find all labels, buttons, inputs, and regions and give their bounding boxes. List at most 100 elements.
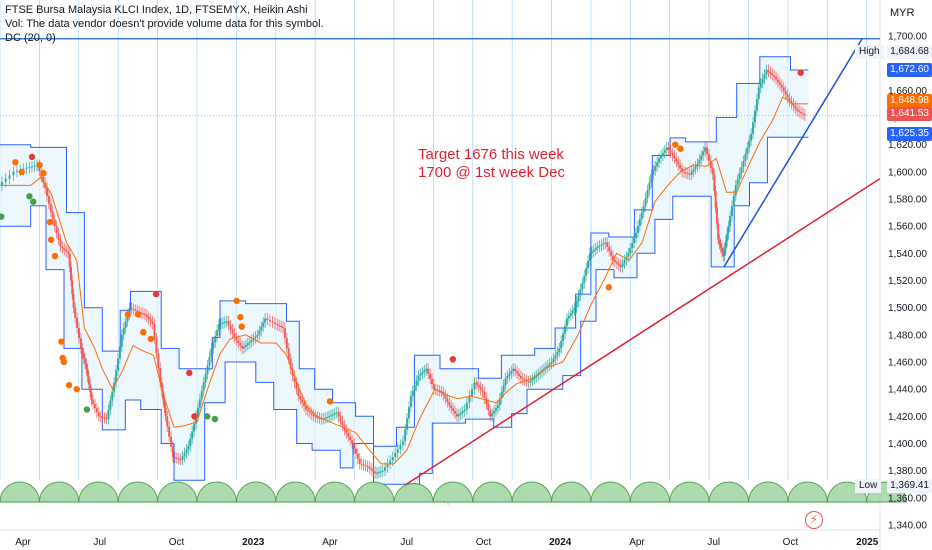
candle-body <box>163 399 166 408</box>
y-tick-label: 1,380.00 <box>888 466 927 477</box>
candle-body <box>613 260 616 262</box>
candle-body <box>155 338 158 354</box>
candle-body <box>709 160 712 168</box>
candle-body <box>721 247 724 252</box>
candle-body <box>767 69 770 72</box>
cycle-arc <box>196 481 237 503</box>
cycle-arc <box>432 481 474 503</box>
signal-dot <box>326 398 334 405</box>
candle-body <box>450 405 453 409</box>
chart-title[interactable]: FTSE Bursa Malaysia KLCI Index, 1D, FTSE… <box>5 4 308 16</box>
candle-body <box>208 356 211 366</box>
candle-body <box>638 219 641 227</box>
candle-body <box>151 321 154 324</box>
cycle-arc <box>787 481 828 503</box>
candle-body <box>719 243 722 248</box>
y-tick-label: 1,560.00 <box>888 222 927 233</box>
candle-body <box>755 99 758 111</box>
candle-body <box>189 438 192 447</box>
signal-dot <box>26 193 33 200</box>
candle-body <box>573 307 576 311</box>
candle-body <box>33 165 36 167</box>
candle-body <box>786 94 789 98</box>
cycle-arc <box>708 481 750 503</box>
candle-body <box>254 336 257 339</box>
candle-body <box>644 197 647 206</box>
candle-body <box>794 105 797 109</box>
cycle-arc <box>472 481 513 503</box>
candle-body <box>120 334 123 347</box>
x-tick-label: 2023 <box>242 537 265 548</box>
candle-body <box>510 371 513 374</box>
y-tick-label: 1,480.00 <box>888 330 927 341</box>
candle-body <box>4 178 7 183</box>
candle-body <box>432 384 435 390</box>
candle-body <box>242 346 245 349</box>
candle-body <box>159 367 162 383</box>
candle-body <box>136 310 139 312</box>
candle-body <box>642 205 645 213</box>
lightning-icon[interactable]: ⚡ <box>805 511 823 529</box>
annotation-line-1[interactable]: Target 1676 this week <box>418 146 564 163</box>
candle-body <box>554 355 557 359</box>
annotation-line-2[interactable]: 1700 @ 1st week Dec <box>418 164 565 181</box>
candle-body <box>470 389 473 396</box>
candle-body <box>667 147 670 151</box>
candle-body <box>761 78 764 84</box>
y-tick-label: 1,540.00 <box>888 249 927 260</box>
candle-body <box>187 446 190 450</box>
candle-body <box>164 407 167 417</box>
candle-body <box>506 375 509 379</box>
candle-body <box>191 431 194 439</box>
candle-body <box>278 324 281 327</box>
signal-dot <box>124 311 132 318</box>
candle-body <box>283 328 286 339</box>
signal-dot <box>186 369 193 377</box>
candle-body <box>706 147 709 155</box>
candle-body <box>157 353 160 368</box>
candle-body <box>233 333 236 338</box>
candle-body <box>89 384 92 393</box>
signal-dot <box>677 145 684 152</box>
candle-body <box>604 242 607 244</box>
candle-body <box>384 467 386 471</box>
signal-dot <box>204 413 211 420</box>
candle-body <box>734 185 737 196</box>
cycle-arc <box>275 481 316 503</box>
candle-body <box>206 365 209 374</box>
candle-body <box>617 263 620 266</box>
candle-body <box>386 463 389 468</box>
candle-body <box>704 147 707 152</box>
indicator-legend[interactable]: DC (20, 0) <box>5 32 56 44</box>
candle-body <box>552 358 555 362</box>
candle-body <box>452 408 455 411</box>
candle-body <box>588 253 591 261</box>
candle-body <box>274 322 276 324</box>
candle-body <box>744 154 747 161</box>
candle-body <box>648 182 651 191</box>
candle-body <box>128 307 131 315</box>
candle-body <box>318 417 321 419</box>
candle-body <box>376 472 379 474</box>
candle-body <box>606 242 609 247</box>
candle-body <box>533 377 536 379</box>
candle-body <box>97 412 100 417</box>
candle-body <box>535 375 538 378</box>
candle-body <box>69 266 72 281</box>
candle-body <box>623 260 626 264</box>
candle-body <box>514 368 517 372</box>
candle-body <box>396 448 399 454</box>
y-tick-label: 1,460.00 <box>888 358 927 369</box>
cycle-arc <box>629 481 671 503</box>
candle-body <box>87 376 90 385</box>
candle-body <box>560 340 563 349</box>
candle-body <box>244 345 247 347</box>
candle-body <box>627 253 630 257</box>
candle-body <box>25 167 28 169</box>
candle-body <box>479 387 482 390</box>
trendline-red <box>403 177 881 487</box>
candle-body <box>692 169 695 172</box>
candle-body <box>116 358 119 371</box>
candle-body <box>84 358 87 364</box>
